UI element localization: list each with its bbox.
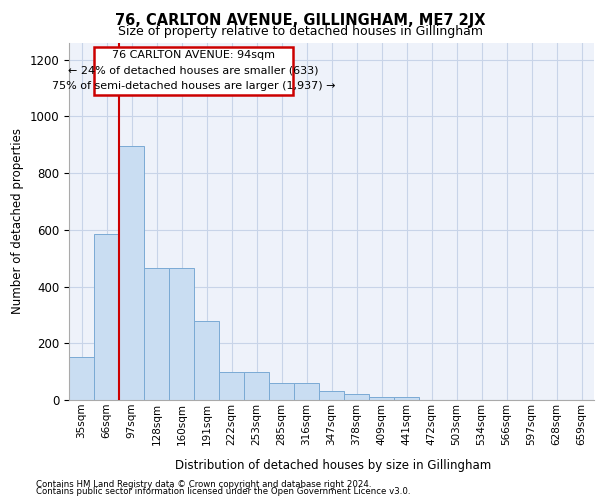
Bar bbox=[169, 268, 194, 400]
Text: Contains public sector information licensed under the Open Government Licence v3: Contains public sector information licen… bbox=[36, 488, 410, 496]
Text: 76 CARLTON AVENUE: 94sqm
← 24% of detached houses are smaller (633)
75% of semi-: 76 CARLTON AVENUE: 94sqm ← 24% of detach… bbox=[52, 50, 335, 92]
Bar bbox=[369, 396, 394, 400]
Text: Distribution of detached houses by size in Gillingham: Distribution of detached houses by size … bbox=[175, 460, 491, 472]
Bar bbox=[119, 146, 144, 400]
Bar bbox=[94, 234, 119, 400]
Text: 76, CARLTON AVENUE, GILLINGHAM, ME7 2JX: 76, CARLTON AVENUE, GILLINGHAM, ME7 2JX bbox=[115, 12, 485, 28]
Bar bbox=[394, 397, 419, 400]
Bar bbox=[244, 372, 269, 400]
Bar bbox=[194, 320, 219, 400]
Bar bbox=[344, 394, 369, 400]
FancyBboxPatch shape bbox=[94, 47, 293, 95]
Bar bbox=[219, 372, 244, 400]
Text: Size of property relative to detached houses in Gillingham: Size of property relative to detached ho… bbox=[118, 25, 482, 38]
Bar bbox=[69, 358, 94, 400]
Text: Contains HM Land Registry data © Crown copyright and database right 2024.: Contains HM Land Registry data © Crown c… bbox=[36, 480, 371, 489]
Bar bbox=[319, 392, 344, 400]
Bar bbox=[144, 268, 169, 400]
Y-axis label: Number of detached properties: Number of detached properties bbox=[11, 128, 24, 314]
Bar bbox=[269, 383, 294, 400]
Bar bbox=[294, 383, 319, 400]
